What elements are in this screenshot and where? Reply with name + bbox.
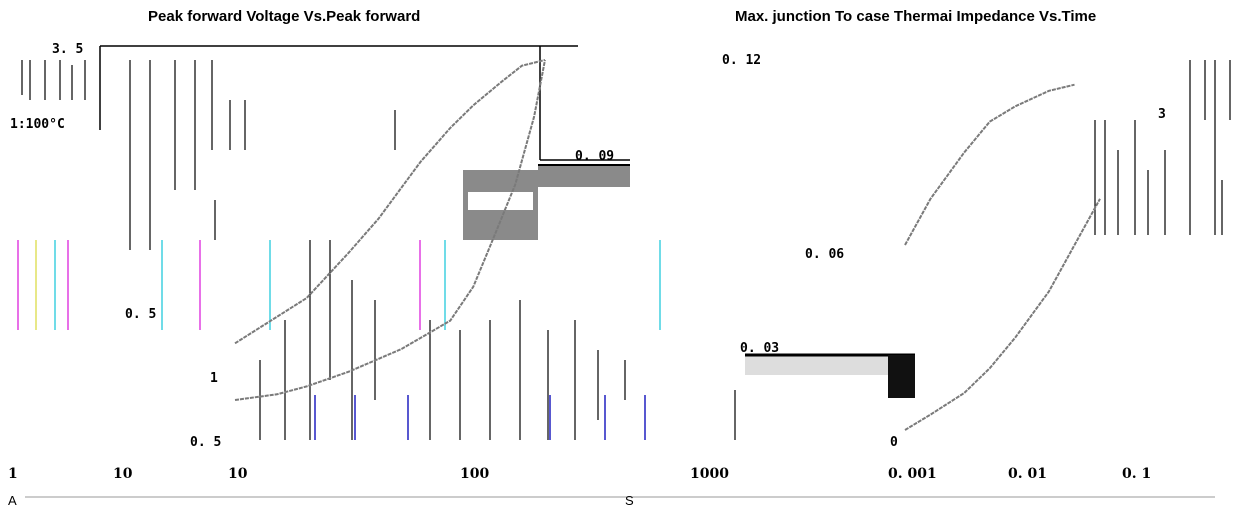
x-tick-left-1: 10: [113, 466, 133, 482]
left-chart-frame: [99, 45, 630, 161]
extra-tick-3: 3: [1158, 107, 1166, 122]
y-tick-right-3: 0. 03: [740, 341, 779, 356]
y-tick-right-4: 0: [890, 435, 898, 450]
right-box-group: [745, 353, 915, 398]
axis-unit-a: A: [8, 493, 17, 508]
series-line-1: [234, 59, 546, 345]
right-chart-gridlines: [1094, 60, 1231, 235]
x-tick-left-3: 100: [460, 466, 489, 482]
left-chart-colored-gridlines: [17, 240, 661, 440]
left-chart-series: [234, 59, 546, 401]
x-tick-right-0: 0. 001: [888, 466, 937, 482]
x-tick-left-2: 10: [228, 466, 248, 482]
y-tick-right-0: 0. 12: [722, 53, 761, 68]
series-line-0: [904, 198, 1101, 431]
chart-title-left: Peak forward Voltage Vs.Peak forward: [148, 8, 421, 25]
right-chart-series: [904, 83, 1101, 431]
x-tick-right-1: 0. 01: [1008, 466, 1047, 482]
chart-title-right: Max. junction To case Thermai Impedance …: [735, 8, 1097, 25]
box-value: 0. 09: [575, 149, 614, 164]
grey-strip: [538, 165, 630, 187]
light-box: [745, 355, 915, 375]
x-tick-left-0: 1: [8, 466, 18, 482]
y-tick-left-1: 0. 5: [125, 307, 156, 322]
y-tick-left-3: 0. 5: [190, 435, 221, 450]
y-tick-left-2: 1: [210, 371, 218, 386]
left-chart-gridlines: [21, 60, 736, 440]
y-tick-left-0: 3. 5: [52, 42, 83, 57]
x-tick-right-2: 0. 1: [1122, 466, 1151, 482]
y-tick-right-2: 0. 06: [805, 247, 844, 262]
dark-block: [888, 355, 915, 398]
series-line-1: [904, 83, 1075, 246]
series-line-0: [234, 59, 546, 401]
annotation-temp: 1:100°C: [10, 117, 65, 132]
left-box-group: [463, 164, 630, 240]
axis-unit-s: S: [625, 493, 634, 508]
white-slot: [468, 192, 533, 210]
x-tick-left-4: 1000: [690, 466, 729, 482]
